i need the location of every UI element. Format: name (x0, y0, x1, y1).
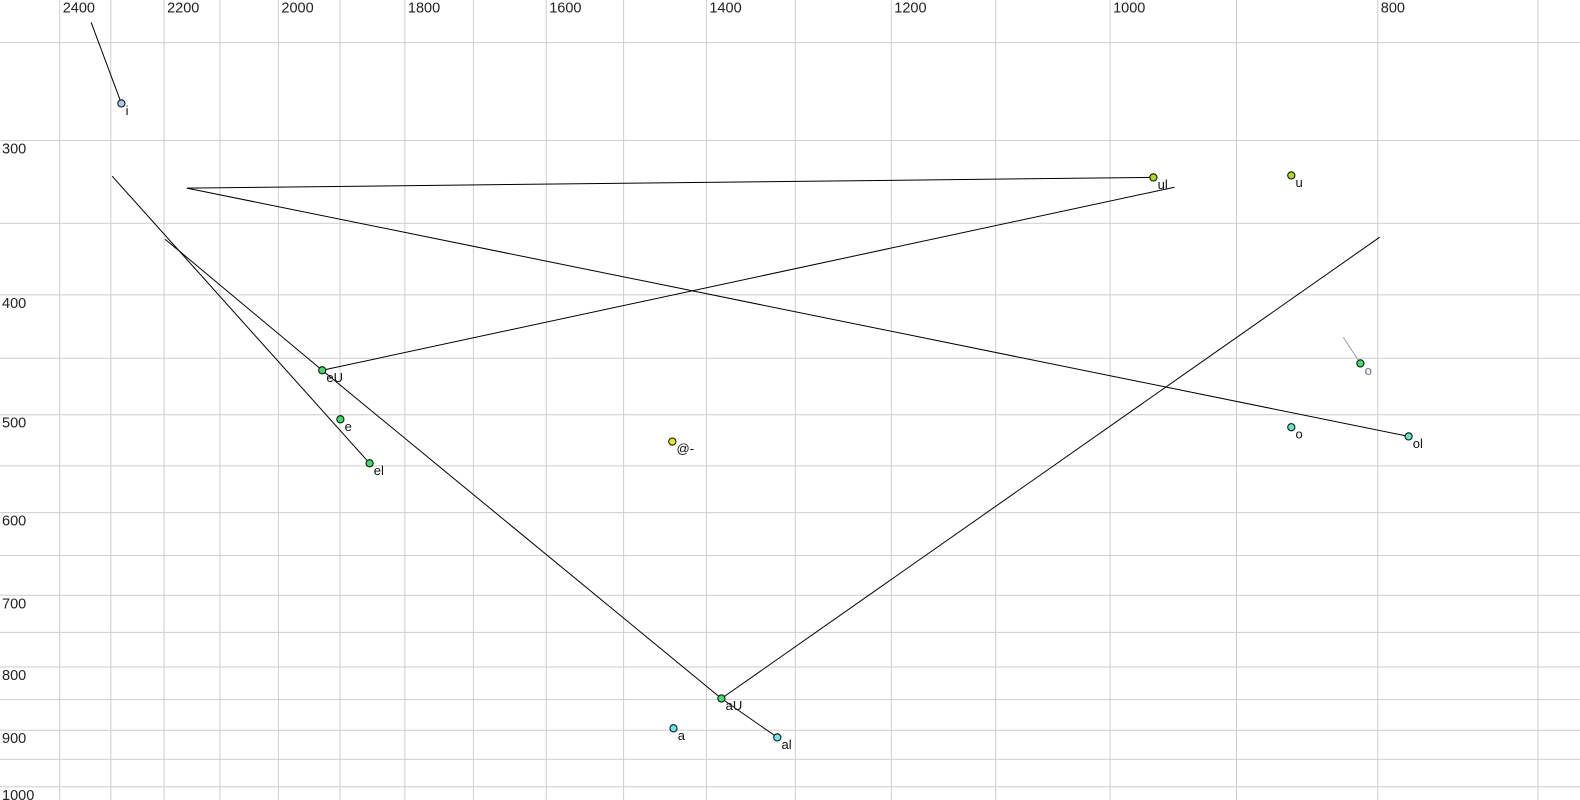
svg-text:1400: 1400 (709, 1, 741, 17)
svg-text:u: u (1296, 175, 1303, 190)
svg-text:2200: 2200 (167, 1, 199, 17)
svg-text:800: 800 (1381, 1, 1405, 17)
svg-text:1600: 1600 (549, 1, 581, 17)
svg-text:1200: 1200 (894, 1, 926, 17)
svg-text:300: 300 (2, 142, 26, 158)
svg-text:a: a (678, 728, 686, 743)
svg-text:500: 500 (2, 416, 26, 432)
svg-text:700: 700 (2, 596, 26, 612)
svg-text:aU: aU (726, 698, 743, 713)
svg-text:600: 600 (2, 514, 26, 530)
svg-text:o: o (1365, 363, 1372, 378)
svg-text:400: 400 (2, 296, 26, 312)
svg-text:1000: 1000 (1113, 1, 1145, 17)
svg-text:i: i (126, 103, 129, 118)
svg-text:al: al (782, 737, 792, 752)
svg-text:800: 800 (2, 668, 26, 684)
svg-text:1000: 1000 (2, 788, 34, 800)
svg-text:o: o (1296, 427, 1303, 442)
svg-text:2000: 2000 (281, 1, 313, 17)
svg-text:@-: @- (677, 441, 695, 456)
svg-text:900: 900 (2, 731, 26, 747)
svg-text:ol: ol (1413, 436, 1423, 451)
svg-text:e: e (345, 419, 352, 434)
svg-text:1800: 1800 (408, 1, 440, 17)
svg-text:eU: eU (326, 370, 343, 385)
svg-text:ul: ul (1158, 177, 1168, 192)
svg-text:2400: 2400 (63, 1, 95, 17)
svg-text:el: el (374, 463, 384, 478)
